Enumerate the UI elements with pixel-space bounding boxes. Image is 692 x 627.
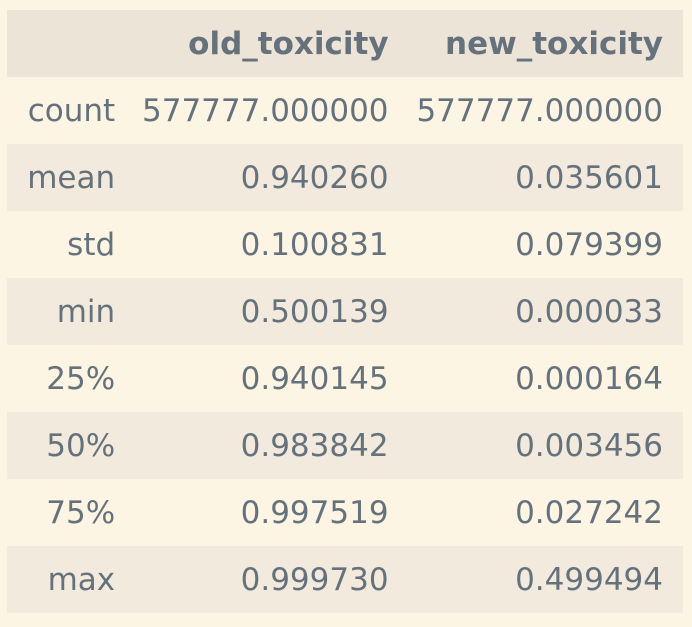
cell-new-toxicity: 0.027242 — [515, 494, 663, 531]
table-row: min 0.500139 0.000033 — [7, 278, 683, 345]
cell-old-toxicity: 0.999730 — [240, 561, 389, 598]
cell-old-toxicity: 0.940145 — [240, 360, 389, 397]
cell-new-toxicity: 0.003456 — [515, 427, 663, 464]
table-row: 25% 0.940145 0.000164 — [7, 345, 683, 412]
cell-new-toxicity: 0.000033 — [515, 293, 663, 330]
row-index-label: mean — [27, 159, 116, 196]
describe-stats-table: old_toxicity new_toxicity count 577777.00… — [7, 10, 683, 613]
cell-old-toxicity: 0.997519 — [240, 494, 389, 531]
row-index-label: std — [67, 226, 116, 263]
table-row: 50% 0.983842 0.003456 — [7, 412, 683, 479]
cell-old-toxicity: 0.100831 — [240, 226, 389, 263]
cell-new-toxicity: 0.499494 — [515, 561, 663, 598]
cell-old-toxicity: 577777.000000 — [142, 92, 389, 129]
row-index-label: 25% — [46, 360, 116, 397]
column-header-old-toxicity: old_toxicity — [188, 25, 389, 62]
table-row: std 0.100831 0.079399 — [7, 211, 683, 278]
cell-old-toxicity: 0.940260 — [240, 159, 389, 196]
cell-old-toxicity: 0.500139 — [240, 293, 389, 330]
table-row: max 0.999730 0.499494 — [7, 546, 683, 613]
table-row: 75% 0.997519 0.027242 — [7, 479, 683, 546]
cell-old-toxicity: 0.983842 — [240, 427, 389, 464]
table-row: mean 0.940260 0.035601 — [7, 144, 683, 211]
cell-new-toxicity: 0.079399 — [515, 226, 663, 263]
table-row: count 577777.000000 577777.000000 — [7, 77, 683, 144]
cell-new-toxicity: 0.035601 — [515, 159, 663, 196]
row-index-label: count — [27, 92, 116, 129]
row-index-label: 75% — [46, 494, 116, 531]
cell-new-toxicity: 577777.000000 — [416, 92, 663, 129]
row-index-label: min — [56, 293, 116, 330]
index-header — [7, 10, 115, 77]
column-header-new-toxicity: new_toxicity — [445, 25, 663, 62]
cell-new-toxicity: 0.000164 — [515, 360, 663, 397]
table-header-row: old_toxicity new_toxicity — [7, 10, 683, 77]
row-index-label: 50% — [46, 427, 116, 464]
row-index-label: max — [47, 561, 116, 598]
stats-table-container: old_toxicity new_toxicity count 577777.00… — [7, 10, 683, 613]
table-body: count 577777.000000 577777.000000 mean 0.940… — [7, 77, 683, 613]
